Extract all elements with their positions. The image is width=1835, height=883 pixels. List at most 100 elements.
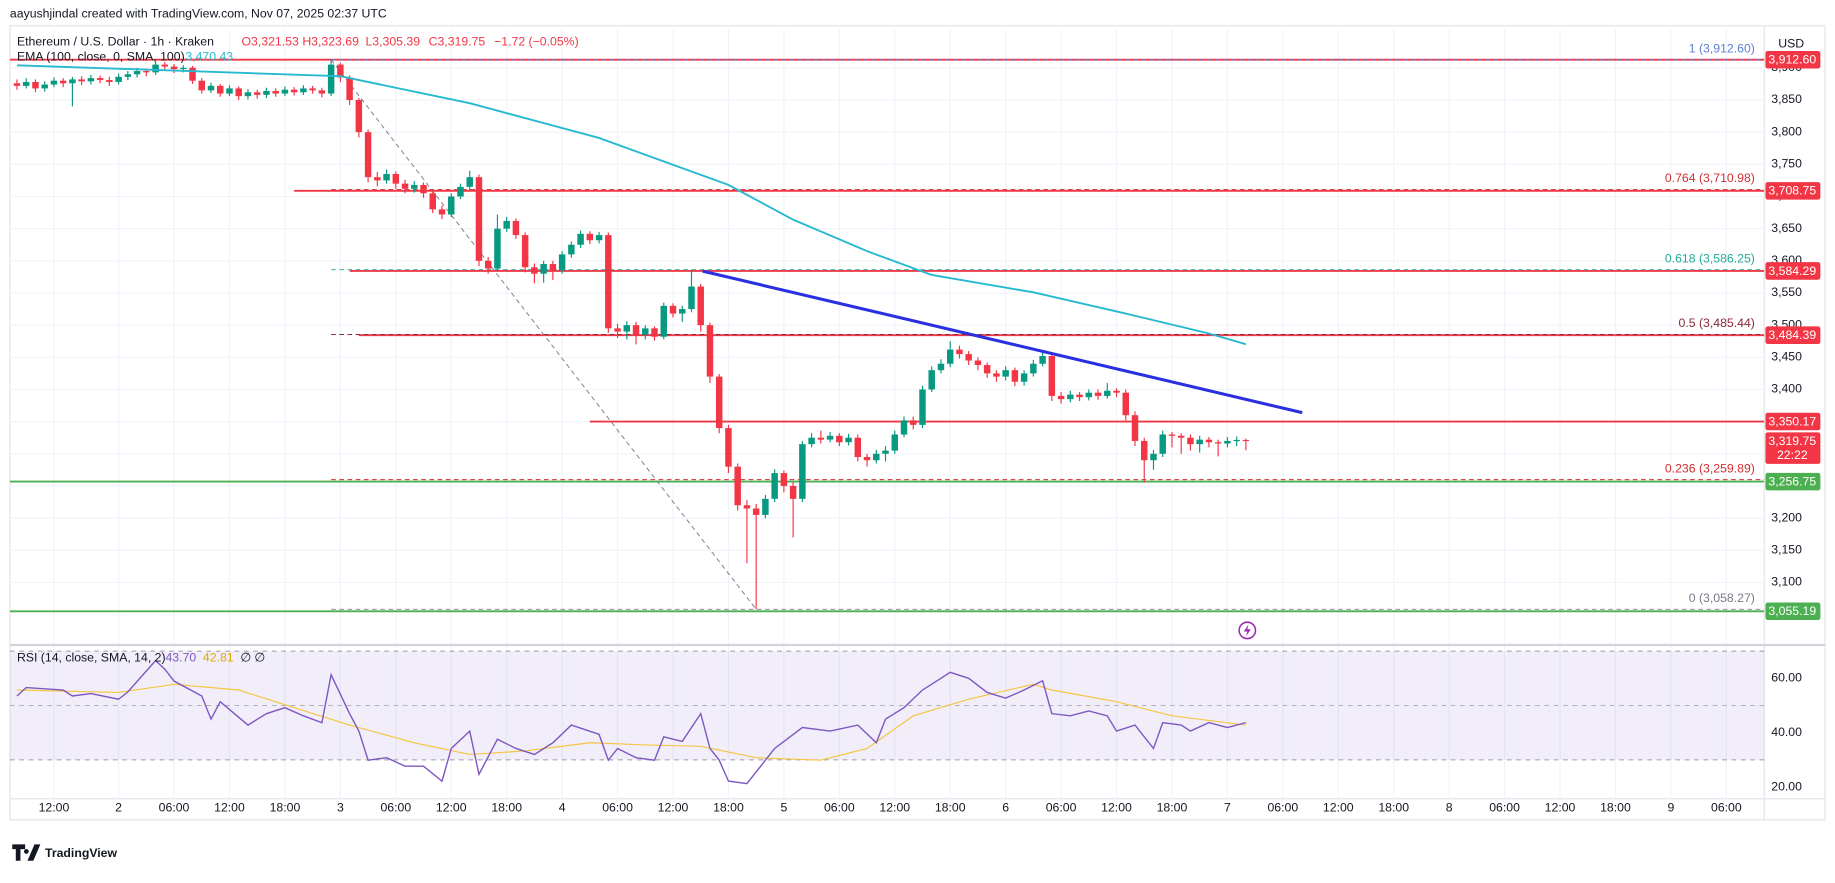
x-tick-label: 12:00 <box>658 800 689 814</box>
candle-body <box>235 88 242 97</box>
price-badge-label: 3,350.17 <box>1768 414 1816 428</box>
price-badge-label: 3,584.29 <box>1768 264 1816 278</box>
x-tick-label: 3 <box>337 800 344 814</box>
candle-body <box>512 220 520 236</box>
x-tick-label: 8 <box>1446 800 1453 814</box>
candle-body <box>651 328 658 337</box>
candle-body <box>993 373 1000 377</box>
candle-body <box>170 66 178 70</box>
candle-body <box>438 209 446 215</box>
candle-body <box>743 505 751 509</box>
candle-body <box>1214 442 1222 444</box>
logo[interactable]: TradingView <box>12 844 118 861</box>
logo-mark[interactable] <box>12 844 41 861</box>
candle-body <box>59 80 67 84</box>
candle-body <box>1150 453 1157 461</box>
candle-body <box>87 78 95 82</box>
x-tick-label: 06:00 <box>380 800 411 814</box>
candle-body <box>1094 392 1102 396</box>
price-badge-label: 3,055.19 <box>1768 604 1816 618</box>
rsi-ma-value: 42.81 <box>203 651 234 665</box>
x-tick-label: 7 <box>1224 800 1231 814</box>
candle-body <box>1141 440 1148 461</box>
candle-body <box>1131 415 1139 441</box>
candle-body <box>281 89 289 94</box>
fib-trend <box>330 59 757 610</box>
candle-body <box>69 79 76 84</box>
legend-low: L3,305.39 <box>365 34 420 48</box>
candle-body <box>1039 356 1046 364</box>
last-price-badge <box>1765 432 1821 464</box>
candle-body <box>965 354 972 361</box>
x-tick-label: 06:00 <box>1711 800 1742 814</box>
candle-body <box>540 264 547 274</box>
ema-value: 3,470.43 <box>185 50 233 64</box>
candle-body <box>605 235 612 329</box>
x-tick-label: 9 <box>1668 800 1675 814</box>
candle-body <box>808 437 815 445</box>
candle-body <box>891 434 898 451</box>
last-price-label: 3,319.75 <box>1768 434 1816 448</box>
y-tick-label: 3,650 <box>1771 221 1802 235</box>
candle-body <box>448 196 455 215</box>
price-badge <box>1765 262 1821 280</box>
candle-body <box>734 466 741 506</box>
candle-body <box>642 328 649 335</box>
candle-body <box>143 71 150 73</box>
countdown: 22:22 <box>1777 448 1808 462</box>
candle-body <box>364 132 372 178</box>
logo-text[interactable]: TradingView <box>45 846 117 860</box>
candle-body <box>1242 439 1250 442</box>
candle-body <box>1168 434 1176 436</box>
candle-body <box>420 184 427 194</box>
candle-body <box>799 444 806 499</box>
rsi-tick-label: 20.00 <box>1771 779 1802 793</box>
x-tick-label: 12:00 <box>214 800 245 814</box>
candle-body <box>549 264 557 271</box>
candle-body <box>863 457 871 461</box>
candle-body <box>1205 439 1213 443</box>
alert-bolt[interactable] <box>1243 624 1251 637</box>
x-tick-label: 06:00 <box>1489 800 1520 814</box>
candle-body <box>752 508 760 515</box>
candle-body <box>817 437 825 440</box>
rsi-tick-label: 40.00 <box>1771 725 1802 739</box>
candle-body <box>679 309 686 314</box>
candle-body <box>152 64 159 73</box>
candle-body <box>836 435 843 443</box>
candle-body <box>937 363 945 371</box>
x-tick-label: 12:00 <box>39 800 70 814</box>
x-tick-label: 12:00 <box>436 800 467 814</box>
x-tick-label: 18:00 <box>1157 800 1188 814</box>
axes: 12:00 2 06:00 12:00 18:00 3 06:00 12:00 18:00 4 06… <box>39 50 1821 814</box>
legend-open: O3,321.53 <box>242 34 299 48</box>
candle-body <box>614 328 621 332</box>
candle-body <box>272 90 279 94</box>
x-tick-label: 18:00 <box>713 800 744 814</box>
candle-body <box>595 235 603 241</box>
x-tick-label: 12:00 <box>1323 800 1354 814</box>
x-tick-label: 4 <box>559 800 566 814</box>
price-badge <box>1765 50 1821 69</box>
candle-body <box>484 260 492 269</box>
candle-body <box>826 435 834 440</box>
candle-body <box>531 267 538 274</box>
candle-body <box>910 420 917 425</box>
candle-body <box>503 220 510 229</box>
price-badge <box>1765 602 1821 621</box>
trendline <box>702 269 1303 415</box>
candle-body <box>115 76 122 82</box>
candle-body <box>1159 434 1166 454</box>
candle-body <box>457 186 464 197</box>
candle-body <box>919 389 926 425</box>
candle-body <box>586 233 594 241</box>
x-tick-label: 2 <box>115 800 122 814</box>
candle-body <box>337 64 344 78</box>
candle-body <box>189 67 196 81</box>
candle-body <box>762 498 769 515</box>
alert-icon[interactable] <box>1238 621 1257 640</box>
candle-body <box>327 64 335 94</box>
candle-body <box>1196 439 1203 445</box>
